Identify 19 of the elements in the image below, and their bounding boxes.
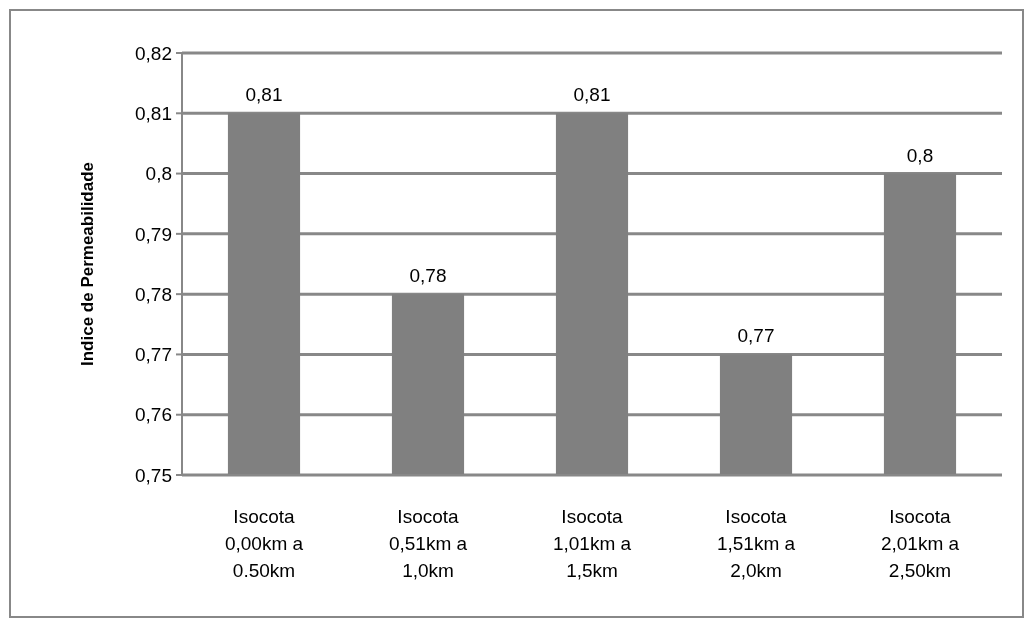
y-tick-label: 0,8 [145,163,172,185]
y-tick-label: 0,81 [135,102,172,124]
y-axis-title: Indice de Permeabilidade [78,161,97,367]
data-label: 0,77 [737,325,775,347]
x-tick-label: Isocota 1,51km a 2,0km [716,506,796,581]
y-tick-label: 0,82 [135,42,172,64]
y-tick-label: 0,78 [135,283,172,305]
data-label: 0,81 [573,84,611,106]
x-tick-label: Isocota 2,01km a 2,50km [880,506,960,581]
y-tick-label: 0,76 [135,404,172,426]
x-tick-label: Isocota 0,51km a 1,0km [388,506,468,581]
data-label: 0,78 [409,265,447,287]
data-label: 0,8 [906,144,934,166]
y-tick-label: 0,79 [135,223,172,245]
y-tick-label: 0,75 [135,464,172,486]
x-tick-label: Isocota 1,01km a 1,5km [552,506,632,581]
x-tick-label: Isocota 0,00km a 0.50km [224,506,304,581]
data-label: 0,81 [245,84,283,106]
y-tick-label: 0,77 [135,344,172,366]
